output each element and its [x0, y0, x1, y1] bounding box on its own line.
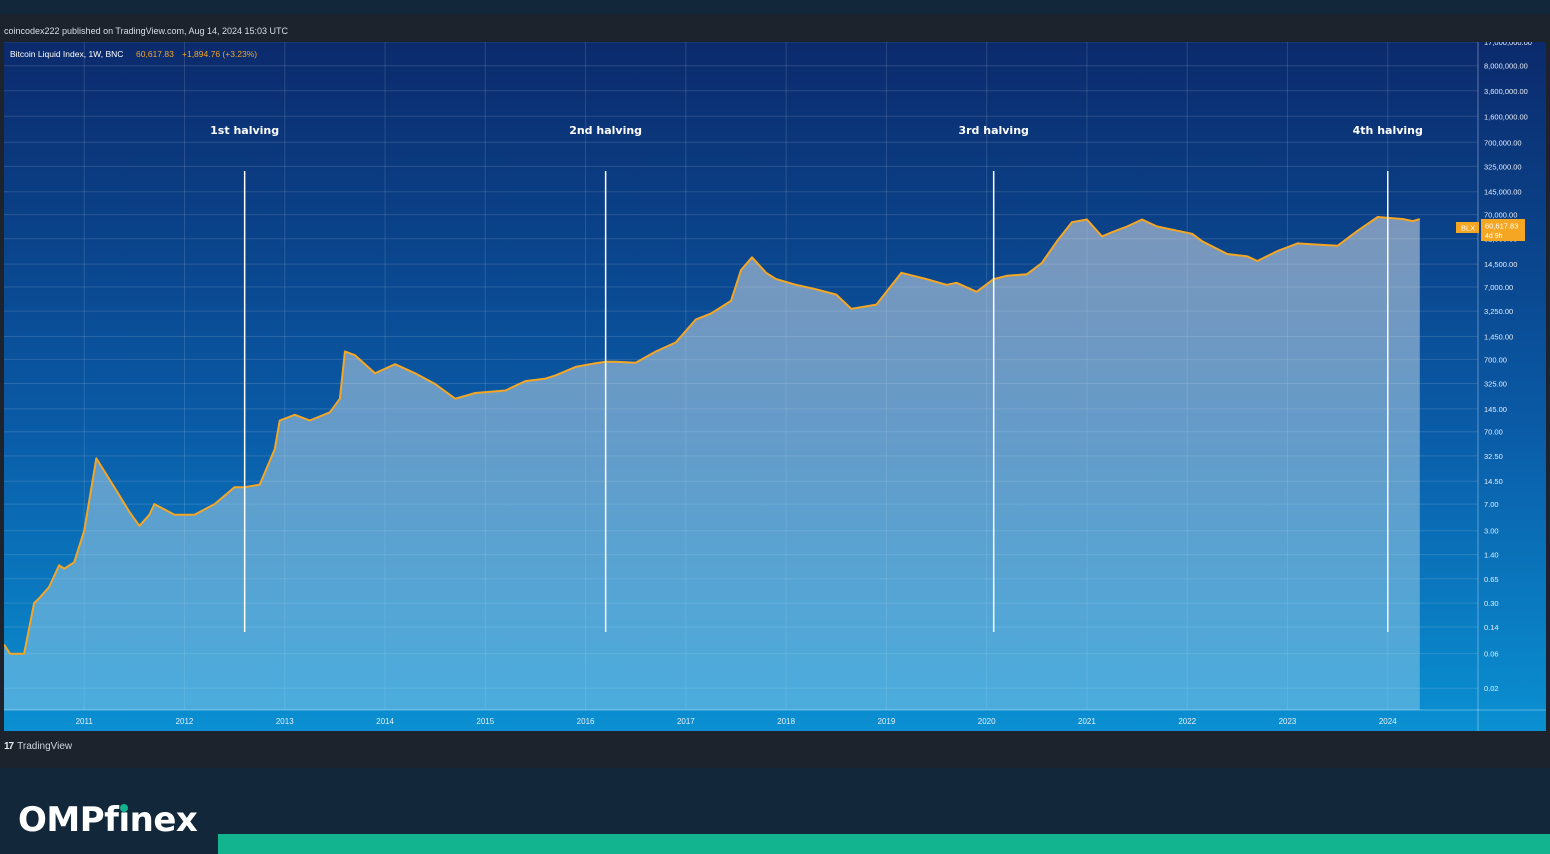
- x-tick-label: 2017: [677, 717, 695, 726]
- x-tick-label: 2018: [777, 717, 795, 726]
- y-tick-label: 700.00: [1484, 355, 1507, 364]
- price-area: [4, 216, 1421, 710]
- halving-label: 4th halving: [1353, 124, 1423, 137]
- publisher-line: coincodex222 published on TradingView.co…: [4, 26, 289, 36]
- y-tick-label: 325.00: [1484, 379, 1507, 388]
- y-tick-label: 3.00: [1484, 527, 1499, 536]
- legend-symbol: Bitcoin Liquid Index, 1W, BNC: [10, 49, 123, 59]
- x-tick-label: 2022: [1178, 717, 1196, 726]
- y-tick-label: 14.50: [1484, 477, 1503, 486]
- x-tick-label: 2019: [877, 717, 895, 726]
- price-tag-price: 60,617.83: [1485, 222, 1518, 231]
- y-tick-label: 17,000,000.00: [1484, 42, 1532, 47]
- y-tick-label: 8,000,000.00: [1484, 62, 1528, 71]
- y-tick-label: 3,250.00: [1484, 307, 1513, 316]
- x-tick-label: 2016: [577, 717, 595, 726]
- y-tick-label: 7,000.00: [1484, 283, 1513, 292]
- price-tag-ticker-box: [1456, 222, 1479, 233]
- y-tick-label: 0.65: [1484, 575, 1499, 584]
- y-tick-label: 32.50: [1484, 452, 1503, 461]
- x-tick-label: 2013: [276, 717, 294, 726]
- brand-logo: OMPfı nex: [18, 798, 198, 842]
- chart-frame: coincodex222 published on TradingView.co…: [0, 14, 1550, 768]
- price-tag: BLX 60,617.83 4d 9h: [1456, 219, 1525, 241]
- y-tick-label: 14,500.00: [1484, 260, 1517, 269]
- halving-label: 1st halving: [210, 124, 279, 137]
- y-tick-label: 145.00: [1484, 405, 1507, 414]
- tradingview-label: TradingView: [17, 740, 73, 752]
- y-tick-label: 1.40: [1484, 551, 1499, 560]
- x-tick-label: 2020: [978, 717, 996, 726]
- y-tick-label: 7.00: [1484, 500, 1499, 509]
- price-tag-box: [1481, 219, 1525, 241]
- brand-suffix: nex: [129, 800, 198, 840]
- y-tick-label: 70,000.00: [1484, 211, 1517, 220]
- y-tick-label: 70.00: [1484, 428, 1503, 437]
- halving-label: 3rd halving: [958, 124, 1028, 137]
- brand-dot-icon: [120, 804, 129, 812]
- x-tick-label: 2023: [1279, 717, 1297, 726]
- y-tick-label: 700,000.00: [1484, 138, 1522, 147]
- halving-markers: 1st halving 2nd halving 3rd halving 4th hal…: [210, 124, 1423, 632]
- y-tick-label: 325,000.00: [1484, 162, 1522, 171]
- y-tick-label: 145,000.00: [1484, 188, 1522, 197]
- legend-change: +1,894.76 (+3.23%): [182, 49, 257, 59]
- legend-price: 60,617.83: [136, 49, 174, 59]
- brand-accent-bar: [218, 834, 1550, 854]
- x-tick-label: 2015: [476, 717, 494, 726]
- x-tick-label: 2012: [176, 717, 194, 726]
- price-chart-svg[interactable]: 1st halving 2nd halving 3rd halving 4th hal…: [4, 42, 1546, 731]
- price-area-fill: [4, 217, 1420, 710]
- halving-label: 2nd halving: [569, 124, 642, 137]
- x-tick-label: 2024: [1379, 717, 1397, 726]
- price-tag-countdown: 4d 9h: [1485, 233, 1503, 240]
- y-tick-label: 0.14: [1484, 623, 1499, 632]
- x-tick-label: 2011: [76, 717, 94, 726]
- tradingview-logo-icon: 17: [4, 740, 14, 752]
- y-tick-label: 1,450.00: [1484, 332, 1513, 341]
- y-tick-label: 0.02: [1484, 684, 1499, 693]
- y-tick-label: 0.06: [1484, 650, 1499, 659]
- x-tick-label: 2021: [1078, 717, 1096, 726]
- price-tag-ticker: BLX: [1461, 224, 1475, 233]
- chart-legend: Bitcoin Liquid Index, 1W, BNC 60,617.83 …: [10, 49, 257, 59]
- y-tick-label: 3,600,000.00: [1484, 87, 1528, 96]
- tradingview-footer[interactable]: 17 TradingView: [4, 739, 72, 753]
- y-tick-label: 0.30: [1484, 599, 1499, 608]
- y-tick-label: 1,600,000.00: [1484, 112, 1528, 121]
- brand-prefix: OMPf: [18, 800, 119, 840]
- x-tick-label: 2014: [376, 717, 394, 726]
- axes: 17,000,000.00 8,000,000.00 3,600,000.00 1,6…: [4, 42, 1546, 731]
- chart-area[interactable]: 1st halving 2nd halving 3rd halving 4th hal…: [4, 42, 1546, 731]
- price-line: [4, 216, 1421, 655]
- brand-i-letter: ı: [118, 800, 130, 840]
